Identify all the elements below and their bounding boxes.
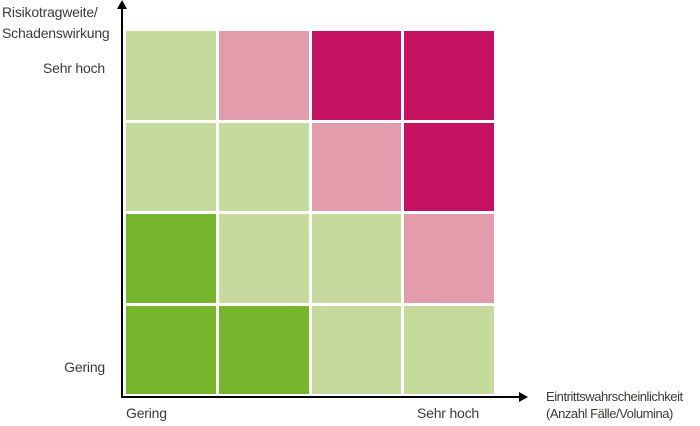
matrix-cell-r2c2-light_green <box>218 122 309 211</box>
matrix-cell-r1c2-pink <box>218 31 309 120</box>
x-axis-line <box>121 396 520 398</box>
y-axis-title: Risikotragweite/ Schadenswirkung <box>2 2 110 44</box>
y-axis-line <box>121 7 123 398</box>
matrix-cell-r3c4-pink <box>404 214 494 303</box>
x-tick-sehr-hoch: Sehr hoch <box>416 405 480 421</box>
matrix-cell-r2c1-light_green <box>126 122 216 211</box>
x-axis-title: Eintrittswahrscheinlichkeit (Anzahl Fäll… <box>546 388 683 422</box>
matrix-cell-r3c2-light_green <box>218 214 309 303</box>
matrix-cell-r4c4-light_green <box>404 305 494 394</box>
matrix-cell-r3c1-dark_green <box>126 214 216 303</box>
matrix-cell-r4c3-light_green <box>311 305 402 394</box>
x-axis-title-line2: (Anzahl Fälle/Volumina) <box>546 406 673 421</box>
matrix-cell-r1c3-magenta <box>311 31 402 120</box>
matrix-cell-r3c3-light_green <box>311 214 402 303</box>
y-tick-gering: Gering <box>64 359 105 375</box>
matrix-cell-r2c3-pink <box>311 122 402 211</box>
y-axis-title-line1: Risikotragweite/ <box>2 4 98 20</box>
y-axis-arrow-icon <box>117 0 127 9</box>
x-axis-arrow-icon <box>519 392 528 402</box>
risk-matrix-grid <box>126 31 494 394</box>
matrix-cell-r1c1-light_green <box>126 31 216 120</box>
y-tick-sehr-hoch: Sehr hoch <box>42 60 105 76</box>
y-axis-title-line2: Schadenswirkung <box>2 25 110 41</box>
x-axis-title-line1: Eintrittswahrscheinlichkeit <box>546 389 683 404</box>
matrix-cell-r2c4-magenta <box>404 122 494 211</box>
matrix-cell-r4c1-dark_green <box>126 305 216 394</box>
x-tick-gering: Gering <box>126 405 167 421</box>
matrix-cell-r4c2-dark_green <box>218 305 309 394</box>
matrix-cell-r1c4-magenta <box>404 31 494 120</box>
